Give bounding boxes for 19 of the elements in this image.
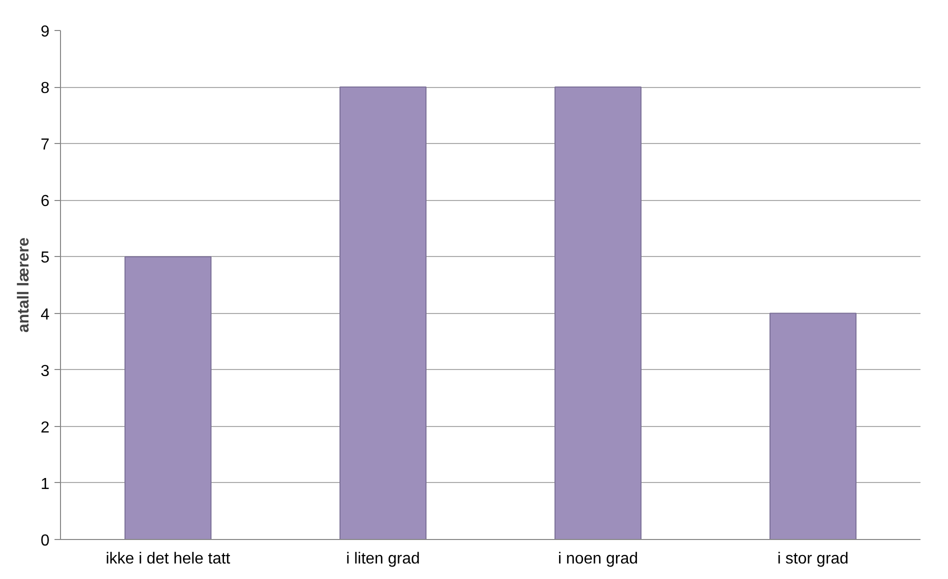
bar <box>124 256 212 540</box>
y-axis-title: antall lærere <box>16 237 33 333</box>
y-tick-label: 0 <box>40 532 50 550</box>
y-tick-label: 2 <box>40 419 50 436</box>
y-tick-label: 7 <box>40 136 50 154</box>
y-tick-label: 1 <box>40 476 50 493</box>
x-tick-label: i stor grad <box>777 550 849 568</box>
y-tick-label: 8 <box>40 80 50 98</box>
y-tick-label: 9 <box>40 24 50 40</box>
bar <box>340 86 426 540</box>
x-tick-label: i liten grad <box>346 550 420 568</box>
x-tick-label: i noen grad <box>558 550 638 568</box>
y-tick-label: 4 <box>40 306 50 324</box>
y-tick-label: 6 <box>40 193 50 210</box>
y-tick-label: 5 <box>40 250 50 267</box>
bar <box>554 86 642 540</box>
y-tick-label: 3 <box>40 362 50 380</box>
x-tick-label: ikke i det hele tatt <box>106 550 231 568</box>
bar <box>770 312 856 540</box>
